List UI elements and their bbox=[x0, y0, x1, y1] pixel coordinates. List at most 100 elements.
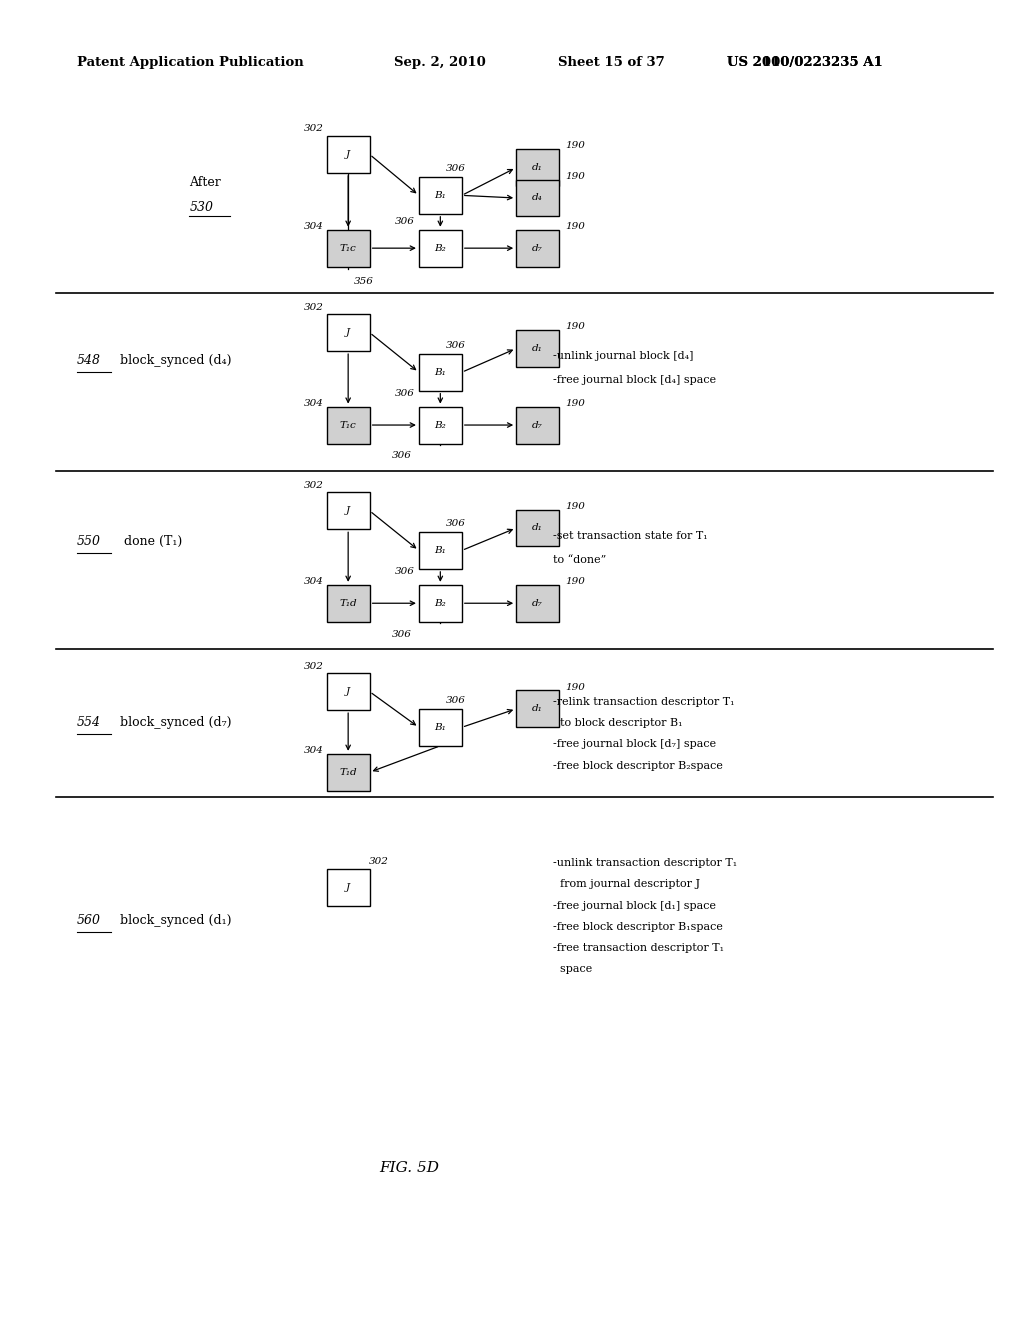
Text: 306: 306 bbox=[391, 630, 412, 639]
Text: 304: 304 bbox=[304, 222, 324, 231]
Text: 190: 190 bbox=[565, 502, 585, 511]
Text: d₁: d₁ bbox=[532, 345, 543, 352]
FancyBboxPatch shape bbox=[516, 407, 559, 444]
Text: US 2100/0223235 A1: US 2100/0223235 A1 bbox=[727, 55, 883, 69]
Text: to block descriptor B₁: to block descriptor B₁ bbox=[553, 718, 682, 729]
Text: d₁: d₁ bbox=[532, 705, 543, 713]
FancyBboxPatch shape bbox=[419, 532, 462, 569]
Text: 302: 302 bbox=[304, 124, 324, 133]
Text: 306: 306 bbox=[395, 568, 415, 576]
Text: d₄: d₄ bbox=[532, 194, 543, 202]
Text: 306: 306 bbox=[445, 696, 465, 705]
Text: B₁: B₁ bbox=[434, 723, 446, 731]
Text: d₁: d₁ bbox=[532, 524, 543, 532]
Text: -unlink journal block [d₄]: -unlink journal block [d₄] bbox=[553, 351, 693, 362]
Text: 190: 190 bbox=[565, 222, 585, 231]
Text: After: After bbox=[189, 176, 221, 189]
Text: block_synced (d₁): block_synced (d₁) bbox=[116, 913, 231, 927]
Text: 190: 190 bbox=[565, 399, 585, 408]
Text: 306: 306 bbox=[445, 519, 465, 528]
FancyBboxPatch shape bbox=[516, 149, 559, 186]
Text: B₂: B₂ bbox=[434, 244, 446, 252]
Text: J: J bbox=[346, 688, 350, 696]
Text: Sep. 2, 2010: Sep. 2, 2010 bbox=[394, 55, 486, 69]
FancyBboxPatch shape bbox=[327, 585, 370, 622]
Text: 548: 548 bbox=[77, 354, 100, 367]
Text: T₁c: T₁c bbox=[340, 421, 356, 429]
Text: B₁: B₁ bbox=[434, 546, 446, 554]
Text: 554: 554 bbox=[77, 715, 100, 729]
Text: US 2010/0223235 A1: US 2010/0223235 A1 bbox=[727, 55, 883, 69]
Text: 190: 190 bbox=[565, 141, 585, 150]
Text: 190: 190 bbox=[565, 172, 585, 181]
Text: B₂: B₂ bbox=[434, 421, 446, 429]
Text: 190: 190 bbox=[565, 322, 585, 331]
Text: Sheet 15 of 37: Sheet 15 of 37 bbox=[558, 55, 665, 69]
Text: 550: 550 bbox=[77, 535, 100, 548]
Text: 304: 304 bbox=[304, 746, 324, 755]
Text: -free journal block [d₇] space: -free journal block [d₇] space bbox=[553, 739, 716, 750]
FancyBboxPatch shape bbox=[516, 585, 559, 622]
Text: -set transaction state for T₁: -set transaction state for T₁ bbox=[553, 531, 708, 541]
Text: 306: 306 bbox=[445, 341, 465, 350]
Text: 302: 302 bbox=[369, 857, 388, 866]
Text: done (T₁): done (T₁) bbox=[116, 535, 182, 548]
Text: 356: 356 bbox=[353, 277, 374, 286]
FancyBboxPatch shape bbox=[327, 492, 370, 529]
Text: 530: 530 bbox=[189, 201, 213, 214]
Text: -free block descriptor B₁space: -free block descriptor B₁space bbox=[553, 921, 723, 932]
Text: space: space bbox=[553, 964, 592, 974]
FancyBboxPatch shape bbox=[327, 407, 370, 444]
Text: T₁c: T₁c bbox=[340, 244, 356, 252]
FancyBboxPatch shape bbox=[419, 354, 462, 391]
FancyBboxPatch shape bbox=[516, 230, 559, 267]
FancyBboxPatch shape bbox=[516, 690, 559, 727]
Text: -relink transaction descriptor T₁: -relink transaction descriptor T₁ bbox=[553, 697, 734, 708]
Text: d₁: d₁ bbox=[532, 164, 543, 172]
FancyBboxPatch shape bbox=[516, 330, 559, 367]
Text: 302: 302 bbox=[304, 661, 324, 671]
Text: 560: 560 bbox=[77, 913, 100, 927]
Text: J: J bbox=[346, 507, 350, 515]
Text: T₁d: T₁d bbox=[339, 768, 357, 776]
FancyBboxPatch shape bbox=[419, 230, 462, 267]
FancyBboxPatch shape bbox=[327, 136, 370, 173]
Text: B₁: B₁ bbox=[434, 368, 446, 376]
Text: d₇: d₇ bbox=[532, 599, 543, 607]
FancyBboxPatch shape bbox=[327, 314, 370, 351]
Text: -free journal block [d₁] space: -free journal block [d₁] space bbox=[553, 900, 716, 911]
Text: J: J bbox=[346, 883, 350, 891]
Text: block_synced (d₇): block_synced (d₇) bbox=[116, 715, 231, 729]
Text: 306: 306 bbox=[445, 164, 465, 173]
FancyBboxPatch shape bbox=[419, 585, 462, 622]
FancyBboxPatch shape bbox=[516, 180, 559, 216]
Text: -unlink transaction descriptor T₁: -unlink transaction descriptor T₁ bbox=[553, 858, 737, 869]
Text: FIG. 5D: FIG. 5D bbox=[380, 1162, 439, 1175]
FancyBboxPatch shape bbox=[327, 754, 370, 791]
Text: block_synced (d₄): block_synced (d₄) bbox=[116, 354, 231, 367]
Text: to “done”: to “done” bbox=[553, 554, 606, 565]
Text: J: J bbox=[346, 150, 350, 158]
Text: 306: 306 bbox=[395, 389, 415, 397]
Text: 190: 190 bbox=[565, 577, 585, 586]
Text: 302: 302 bbox=[304, 480, 324, 490]
Text: -free block descriptor B₂space: -free block descriptor B₂space bbox=[553, 760, 723, 771]
Text: J: J bbox=[346, 329, 350, 337]
FancyBboxPatch shape bbox=[419, 177, 462, 214]
Text: B₁: B₁ bbox=[434, 191, 446, 199]
FancyBboxPatch shape bbox=[419, 709, 462, 746]
Text: B₂: B₂ bbox=[434, 599, 446, 607]
Text: 302: 302 bbox=[304, 302, 324, 312]
Text: -free journal block [d₄] space: -free journal block [d₄] space bbox=[553, 375, 716, 385]
Text: d₇: d₇ bbox=[532, 421, 543, 429]
Text: 190: 190 bbox=[565, 682, 585, 692]
Text: from journal descriptor J: from journal descriptor J bbox=[553, 879, 700, 890]
Text: T₁d: T₁d bbox=[339, 599, 357, 607]
FancyBboxPatch shape bbox=[516, 510, 559, 546]
Text: 306: 306 bbox=[391, 451, 412, 461]
FancyBboxPatch shape bbox=[327, 869, 370, 906]
FancyBboxPatch shape bbox=[419, 407, 462, 444]
Text: -free transaction descriptor T₁: -free transaction descriptor T₁ bbox=[553, 942, 724, 953]
FancyBboxPatch shape bbox=[327, 673, 370, 710]
Text: 304: 304 bbox=[304, 399, 324, 408]
